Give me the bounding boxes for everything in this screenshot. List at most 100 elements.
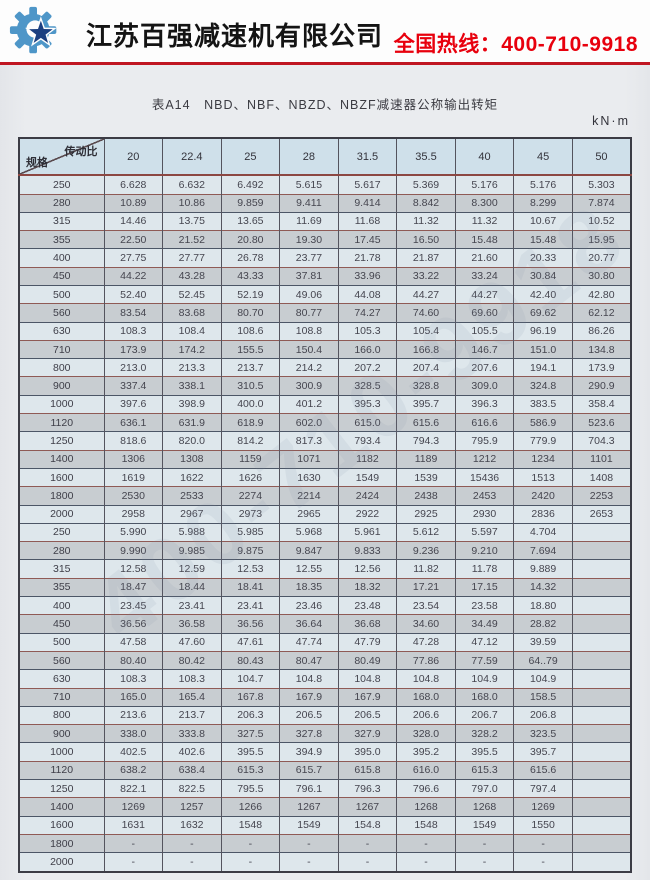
torque-value-cell: -: [454, 852, 514, 872]
torque-value-cell: 1267: [279, 797, 339, 817]
torque-value-cell: 6.632: [162, 174, 222, 194]
torque-value-cell: 1306: [103, 449, 163, 469]
ratio-column-header: 35.5: [396, 138, 456, 176]
torque-value-cell: 33.24: [454, 266, 514, 286]
torque-value-cell: 62.12: [571, 303, 631, 323]
ratio-column-header: 50: [571, 138, 631, 176]
table-row: 280 9.990 9.985 9.875 9.847 9.833 9.236 9.210 7.…: [19, 541, 631, 560]
spec-cell: 355: [19, 230, 104, 249]
torque-value-cell: 11.32: [454, 211, 514, 231]
torque-value-cell: 12.55: [279, 559, 339, 579]
table-row: 400 27.75 27.77 26.78 23.77 21.78 21.87 21.60 20…: [19, 248, 631, 268]
torque-value-cell: 1266: [220, 797, 280, 817]
torque-value-cell: 402.5: [103, 742, 163, 762]
torque-value-cell: 2925: [396, 504, 456, 524]
torque-value-cell: 9.414: [337, 193, 397, 213]
ratio-column-header: 45: [513, 138, 573, 176]
torque-value-cell: 151.0: [513, 339, 573, 359]
torque-value-cell: 43.33: [220, 266, 280, 286]
torque-value-cell: 9.990: [103, 541, 163, 560]
torque-value-cell: 105.5: [454, 321, 514, 341]
torque-value-cell: 2420: [513, 486, 573, 506]
torque-value-cell: 328.2: [454, 724, 514, 743]
torque-value-cell: 11.69: [279, 211, 339, 231]
torque-value-cell: 214.2: [279, 358, 339, 377]
torque-value-cell: 154.8: [337, 815, 397, 835]
table-row: 1250 822.1 822.5 795.5 796.1 796.3 796.6 797.0 7…: [19, 778, 631, 798]
torque-value-cell: 77.86: [396, 650, 456, 670]
spec-cell: 1120: [19, 413, 104, 432]
torque-value-cell: 11.32: [396, 211, 456, 231]
spec-cell: 315: [19, 559, 104, 579]
torque-value-cell: 2214: [279, 486, 339, 506]
torque-value-cell: 174.2: [162, 339, 222, 359]
torque-value-cell: [571, 596, 631, 615]
torque-value-cell: 134.8: [571, 339, 631, 359]
torque-value-cell: 395.7: [513, 742, 573, 762]
table-row: 450 44.22 43.28 43.33 37.81 33.96 33.22 33.24 30…: [19, 266, 631, 286]
torque-value-cell: 15.48: [513, 230, 573, 249]
torque-value-cell: 44.27: [454, 284, 514, 304]
torque-value-cell: 615.0: [337, 413, 397, 432]
torque-value-cell: 36.64: [279, 614, 339, 634]
torque-value-cell: 166.0: [337, 339, 397, 359]
torque-value-cell: 104.8: [279, 669, 339, 689]
torque-value-cell: 206.6: [396, 705, 456, 725]
spec-cell: 900: [19, 724, 104, 743]
torque-value-cell: 17.45: [337, 230, 397, 249]
torque-value-cell: 797.4: [513, 778, 573, 798]
spec-cell: 900: [19, 376, 104, 396]
spec-cell: 710: [19, 339, 104, 359]
torque-value-cell: 47.28: [396, 632, 456, 652]
torque-value-cell: 328.5: [337, 376, 397, 396]
torque-value-cell: 23.48: [337, 596, 397, 615]
torque-value-cell: 618.9: [220, 413, 280, 432]
torque-value-cell: 10.52: [571, 211, 631, 231]
table-row: 1400 1269 1257 1266 1267 1267 1268 1268 1269: [19, 797, 631, 817]
torque-value-cell: 1408: [571, 467, 631, 487]
torque-value-cell: 817.3: [279, 431, 339, 451]
torque-value-cell: 2653: [571, 504, 631, 524]
torque-value-cell: 23.41: [220, 596, 280, 615]
torque-value-cell: 23.77: [279, 248, 339, 268]
torque-value-cell: 5.961: [337, 522, 397, 542]
spec-cell: 250: [19, 174, 104, 194]
torque-value-cell: 2922: [337, 504, 397, 524]
table-row: 1120 638.2 638.4 615.3 615.7 615.8 616.0 615.3 6…: [19, 760, 631, 780]
torque-value-cell: 34.60: [396, 614, 456, 634]
torque-value-cell: 9.875: [220, 541, 280, 560]
spec-cell: 630: [19, 669, 104, 689]
torque-value-cell: -: [162, 852, 222, 872]
torque-value-cell: 8.299: [513, 193, 573, 213]
torque-value-cell: 1234: [513, 449, 573, 469]
table-row: 1000 402.5 402.6 395.5 394.9 395.0 395.2 395.5 3…: [19, 742, 631, 762]
torque-value-cell: 11.68: [337, 211, 397, 231]
unit-label: kN·m: [592, 114, 630, 128]
torque-value-cell: 16.50: [396, 230, 456, 249]
torque-value-cell: 796.3: [337, 778, 397, 798]
torque-value-cell: 49.06: [279, 284, 339, 304]
table-row: 630 108.3 108.3 104.7 104.8 104.8 104.8 104.9 10…: [19, 669, 631, 689]
torque-value-cell: 324.8: [513, 376, 573, 396]
torque-value-cell: 10.86: [162, 193, 222, 213]
torque-value-cell: 167.9: [337, 687, 397, 707]
ratio-column-header: 40: [454, 138, 514, 176]
torque-value-cell: 638.2: [103, 760, 163, 780]
torque-value-cell: 12.53: [220, 559, 280, 579]
torque-value-cell: 104.9: [513, 669, 573, 689]
torque-value-cell: 206.8: [513, 705, 573, 725]
torque-value-cell: 9.833: [337, 541, 397, 560]
spec-cell: 315: [19, 211, 104, 231]
torque-value-cell: 168.0: [396, 687, 456, 707]
torque-value-cell: 11.78: [454, 559, 514, 579]
torque-value-cell: 395.5: [454, 742, 514, 762]
torque-value-cell: 12.58: [103, 559, 163, 579]
torque-value-cell: 36.56: [220, 614, 280, 634]
torque-value-cell: -: [279, 833, 339, 853]
torque-value-cell: 6.492: [220, 174, 280, 194]
torque-value-cell: 1622: [162, 467, 222, 487]
torque-value-cell: 34.49: [454, 614, 514, 634]
torque-value-cell: 327.5: [220, 724, 280, 743]
torque-value-cell: -: [337, 833, 397, 853]
torque-value-cell: 396.3: [454, 394, 514, 414]
